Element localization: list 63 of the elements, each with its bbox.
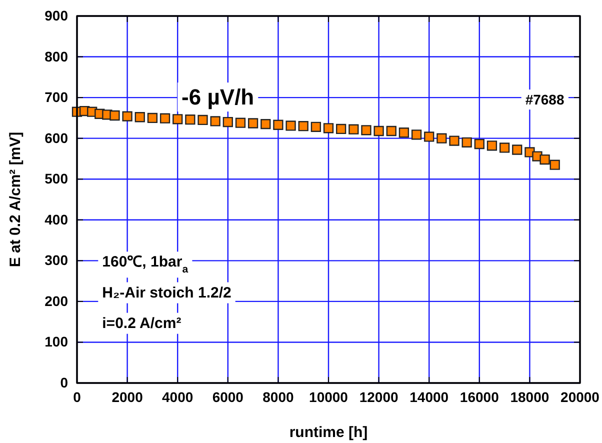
x-tick-label: 20000: [560, 388, 600, 405]
point: [286, 120, 296, 131]
annotation: 160℃, 1bar$_{a}$: [102, 254, 188, 276]
y-tick-label: 200: [44, 292, 68, 309]
point: [348, 124, 359, 134]
point: [323, 123, 334, 134]
point: [411, 130, 422, 140]
x-tick-label: 12000: [359, 388, 398, 405]
y-tick-label: 300: [44, 252, 68, 268]
point: [436, 133, 447, 144]
point: [540, 154, 550, 165]
x-tick-label: 18000: [510, 388, 550, 405]
x-tick-label: 2000: [112, 388, 144, 405]
point: [386, 126, 396, 136]
y-tick-label: 800: [44, 48, 68, 64]
point: [398, 128, 410, 138]
annotation: -6 µV/h: [182, 84, 254, 110]
x-tick-label: 6000: [212, 388, 244, 405]
x-tick-label: 10000: [309, 388, 348, 405]
x-tick-label: 0: [73, 388, 82, 405]
point: [260, 118, 271, 130]
x-tick-label: 16000: [460, 388, 500, 405]
point: [550, 160, 560, 170]
annotation: i=0.2 A/cm²: [102, 314, 182, 332]
point: [210, 116, 220, 126]
point: [512, 144, 522, 155]
point: [499, 142, 510, 153]
point: [160, 113, 170, 124]
point: [222, 116, 233, 128]
point: [172, 114, 183, 124]
point: [449, 136, 460, 146]
x-tick-label: 14000: [410, 388, 449, 405]
y-tick-label: 700: [44, 89, 68, 106]
annotation: #7688: [525, 92, 564, 108]
x-axis-title: runtime [h]: [289, 424, 368, 441]
x-tick-label: 8000: [262, 388, 294, 405]
point: [110, 110, 120, 121]
y-tick-label: 600: [44, 130, 68, 146]
y-tick-label: 500: [44, 170, 68, 187]
point: [134, 112, 145, 122]
y-axis-title: E at 0.2 A/cm² [mV]: [7, 132, 24, 268]
annotation: H₂-Air stoich 1.2/2: [102, 284, 232, 302]
y-tick-label: 0: [60, 374, 68, 390]
y-tick-label: 900: [44, 7, 68, 24]
point: [361, 125, 372, 136]
point: [336, 124, 346, 134]
point: [462, 137, 472, 148]
point: [298, 121, 308, 132]
point: [248, 118, 258, 128]
point: [310, 122, 321, 132]
y-tick-label: 400: [44, 211, 68, 228]
point: [474, 138, 484, 150]
point: [185, 114, 196, 125]
x-tick-label: 4000: [162, 388, 194, 405]
point: [122, 111, 132, 122]
point: [198, 114, 208, 126]
y-tick-label: 100: [44, 334, 68, 350]
point: [235, 118, 246, 128]
point: [147, 112, 158, 124]
point: [374, 126, 384, 136]
point: [486, 140, 498, 151]
point: [424, 132, 434, 142]
point: [273, 120, 284, 130]
